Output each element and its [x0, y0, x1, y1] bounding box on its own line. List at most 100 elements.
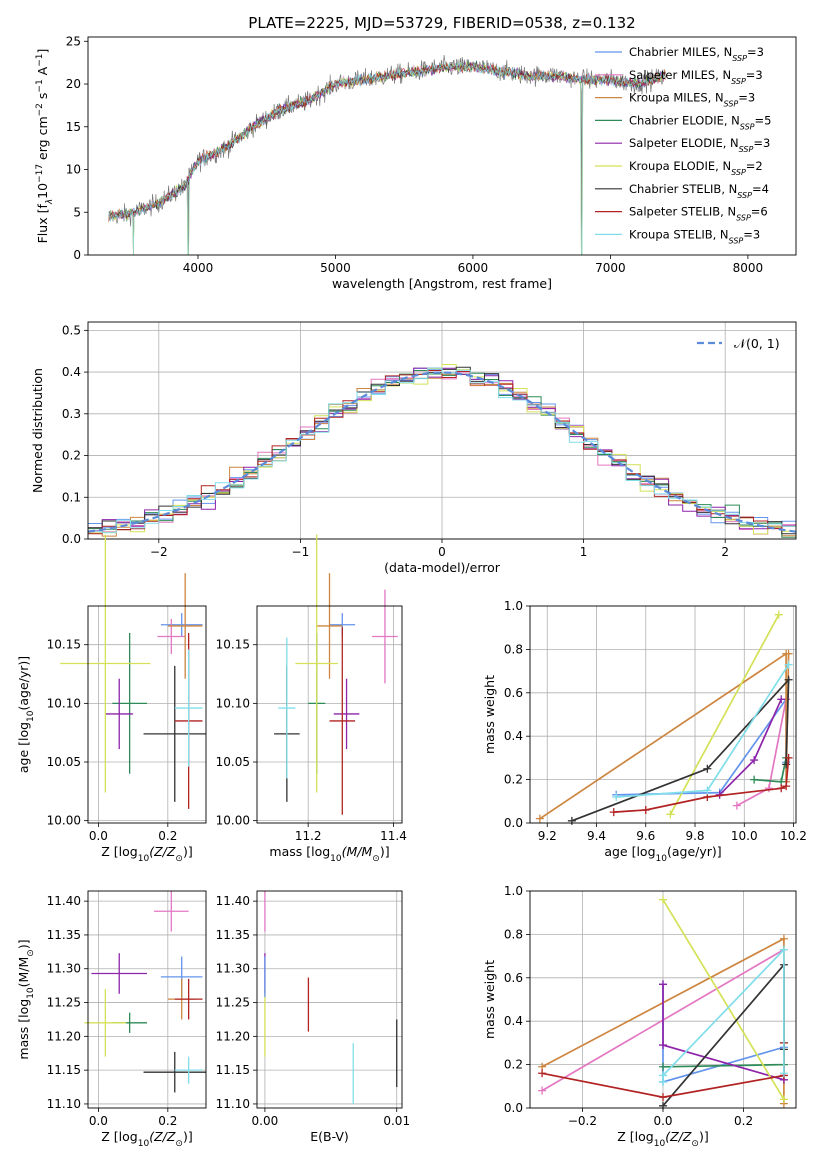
label-part: 10: [138, 854, 150, 864]
y-tick-label: 0.0: [62, 532, 81, 546]
marker-chabrier_stelib: [567, 816, 576, 825]
line-salpeter_stelib: [613, 757, 790, 813]
x-tick-label: 10.2: [780, 829, 807, 843]
y-axis-label: Flux [fλ10−17 erg cm−2 s−1 A−1]: [35, 49, 55, 244]
axes-frame: [256, 890, 403, 1109]
marker-salpeter_elodie: [777, 695, 786, 704]
axes-frame: [87, 605, 207, 824]
residual-histogram-panel: −2 −1 0 1 2 0.0 0.1 0.2 0.3 0.4 0.5 (data-model)/er…: [30, 321, 797, 575]
label-part: =4: [752, 182, 769, 196]
label-part: s: [35, 93, 50, 104]
figure-title: PLATE=2225, MJD=53729, FIBERID=0538, z=0…: [248, 14, 635, 32]
label-part: Kroupa ELODIE, N: [629, 159, 731, 173]
y-tick-label: 10.15: [216, 638, 250, 652]
legend-label-salpeter_elodie: Salpeter ELODIE, NSSP=3: [629, 136, 770, 154]
y-tick-label: 10.05: [216, 755, 250, 769]
label-part: age [log: [604, 844, 655, 859]
x-axis-label: Z [log10(Z/Z⊙)]: [101, 844, 192, 864]
x-tick-label: 2: [721, 545, 729, 559]
y-tick-label: 10.00: [47, 814, 81, 828]
label-part: Salpeter MILES, N: [629, 68, 731, 82]
label-part: λ: [45, 199, 55, 205]
marker-chabrier_elodie: [659, 1062, 667, 1071]
axes-frame: [87, 321, 797, 540]
x-tick-label: 0.0: [89, 1114, 108, 1128]
label-part: Chabrier STELIB, N: [629, 182, 737, 196]
line-kroupa_elodie: [669, 614, 780, 815]
y-tick-label: 11.35: [216, 928, 250, 942]
axes-frame: [529, 890, 797, 1109]
y-tick-label: 0.4: [504, 1014, 523, 1028]
marker-salpeter_elodie: [659, 1041, 667, 1050]
y-tick-label: 11.20: [47, 1029, 81, 1043]
marker-salpeter_stelib: [609, 808, 618, 817]
x-tick-label: 11.2: [295, 829, 322, 843]
y-tick-label: 10: [66, 163, 81, 177]
mass-weight-vs-age-panel: 9.2 9.4 9.6 9.8 10.0 10.2 0.0 0.2 0.4 0.6 0.8 1.0 ag…: [482, 599, 807, 864]
label-part: age [log: [16, 722, 31, 773]
x-tick-label: 9.8: [685, 829, 704, 843]
y-tick-label: 0.2: [504, 1058, 523, 1072]
label-part: Z [log: [101, 844, 137, 859]
label-part: 10: [35, 183, 50, 199]
y-tick-label: 11.10: [47, 1097, 81, 1111]
label-part: Kroupa MILES, N: [629, 91, 724, 105]
marker-salpeter_stelib: [641, 805, 650, 814]
label-part: Flux [f: [35, 204, 50, 244]
label-part: =3: [743, 227, 760, 241]
label-part: )]: [16, 939, 31, 949]
x-tick-label: −1: [292, 545, 310, 559]
marker-kroupa_miles: [535, 814, 544, 823]
spectrum-panel: 4000 5000 6000 7000 8000 0 5 10 15 20 25 wavelength…: [35, 34, 797, 291]
series-lines: [538, 895, 788, 1110]
legend-label-kroupa_stelib: Kroupa STELIB, NSSP=3: [629, 227, 760, 245]
y-axis-label: mass weight: [482, 960, 497, 1039]
label-part: −1: [35, 54, 45, 67]
legend-label-chabrier_miles: Chabrier MILES, NSSP=3: [629, 45, 764, 63]
y-tick-label: 15: [66, 120, 81, 134]
marker-kroupa_stelib: [612, 792, 621, 801]
x-tick-label: 0.0: [653, 1114, 672, 1128]
mass-vs-metallicity-panel: 0.0 0.2 11.10 11.15 11.20 11.25 11.30 11.35 11.4…: [16, 890, 207, 1149]
marker-salpeter_stelib: [777, 784, 786, 793]
marker-salpeter_elodie: [659, 980, 667, 989]
mass-weight-vs-metallicity-panel: −0.2 0.0 0.2 0.0 0.2 0.4 0.6 0.8 1.0 Z [log10(Z/Z…: [482, 884, 797, 1149]
x-tick-label: 7000: [595, 261, 626, 275]
x-tick-label: 0.00: [252, 1114, 279, 1128]
histogram-kroupa_stelib: [88, 367, 796, 534]
marker-kroupa_stelib: [659, 1071, 667, 1080]
x-tick-label: 0.2: [734, 1114, 753, 1128]
histogram-salpeter_stelib: [88, 370, 796, 535]
label-part: SSP: [740, 122, 755, 131]
x-tick-label: 0.0: [89, 829, 108, 843]
y-tick-label: 1.0: [504, 599, 523, 613]
marker-kroupa_miles: [779, 934, 788, 943]
label-part: (Z/Z: [665, 1129, 692, 1144]
label-part: SSP: [732, 54, 747, 63]
y-tick-label: 0.6: [504, 686, 523, 700]
marker-salpeter_stelib: [538, 1069, 547, 1078]
y-tick-label: 10.10: [47, 696, 81, 710]
x-tick-label: 9.6: [636, 829, 655, 843]
y-tick-label: 5: [73, 205, 81, 219]
x-tick-label: 9.4: [587, 829, 606, 843]
x-axis-label: age [log10(age/yr)]: [604, 844, 721, 864]
marker-kroupa_elodie: [666, 810, 675, 819]
label-part: Chabrier MILES, N: [629, 45, 732, 59]
marker-chabrier_stelib: [659, 1101, 667, 1110]
label-part: )]: [699, 1129, 709, 1144]
label-part: erg cm: [35, 116, 50, 164]
series-kroupa_stelib: [108, 61, 666, 255]
mass-vs-extinction-panel: 0.00 0.01 11.10 11.15 11.20 11.25 11.30 11.35 11…: [216, 890, 410, 1144]
y-tick-label: 25: [66, 34, 81, 48]
label-part: =3: [747, 45, 764, 59]
label-part: (age/yr)]: [16, 656, 31, 711]
label-part: Salpeter ELODIE, N: [629, 136, 739, 150]
axes-frame: [256, 605, 403, 824]
marker-salpeter_stelib: [659, 1093, 667, 1102]
label-part: SSP: [731, 76, 746, 85]
label-part: 10: [656, 854, 668, 864]
x-tick-label: −0.2: [568, 1114, 597, 1128]
